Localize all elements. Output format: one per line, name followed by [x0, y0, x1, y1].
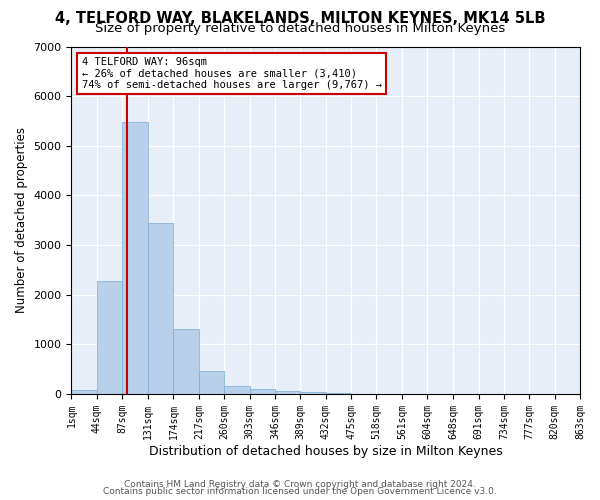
Text: 4 TELFORD WAY: 96sqm
← 26% of detached houses are smaller (3,410)
74% of semi-de: 4 TELFORD WAY: 96sqm ← 26% of detached h… [82, 57, 382, 90]
Bar [275, 390, 301, 394]
Bar [122, 122, 148, 394]
Bar [301, 392, 326, 394]
Text: Size of property relative to detached houses in Milton Keynes: Size of property relative to detached ho… [95, 22, 505, 35]
Text: Contains HM Land Registry data © Crown copyright and database right 2024.: Contains HM Land Registry data © Crown c… [124, 480, 476, 489]
Bar [250, 389, 275, 394]
Bar [224, 386, 250, 394]
Bar [71, 390, 97, 394]
Y-axis label: Number of detached properties: Number of detached properties [15, 127, 28, 313]
Text: Contains public sector information licensed under the Open Government Licence v3: Contains public sector information licen… [103, 488, 497, 496]
Bar [148, 223, 173, 394]
X-axis label: Distribution of detached houses by size in Milton Keynes: Distribution of detached houses by size … [149, 444, 503, 458]
Text: 4, TELFORD WAY, BLAKELANDS, MILTON KEYNES, MK14 5LB: 4, TELFORD WAY, BLAKELANDS, MILTON KEYNE… [55, 11, 545, 26]
Bar [199, 370, 224, 394]
Bar [97, 281, 122, 394]
Bar [173, 329, 199, 394]
